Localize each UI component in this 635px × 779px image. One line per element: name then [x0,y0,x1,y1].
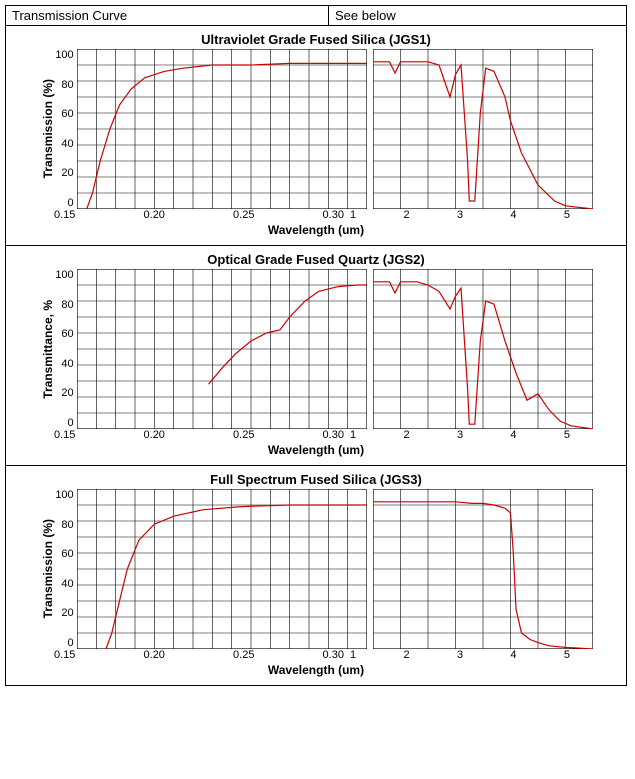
chart-title: Full Spectrum Fused Silica (JGS3) [10,472,622,487]
x-ticks-row: 0.150.200.250.30 12345 [10,649,622,661]
header-left: Transmission Curve [6,6,329,25]
y-axis-label: Transmittance, % [39,300,55,399]
left-plot [77,49,367,209]
y-axis-label: Transmission (%) [39,519,55,618]
x-ticks-left: 0.150.200.250.30 [54,429,344,441]
left-plot [77,489,367,649]
chart-block-0: Ultraviolet Grade Fused Silica (JGS1) Tra… [6,26,626,246]
y-ticks: 100806040200 [55,49,76,209]
x-ticks-right: 12345 [350,429,570,441]
y-axis-label: Transmission (%) [39,79,55,178]
x-axis-label: Wavelength (um) [10,223,622,237]
chart-block-1: Optical Grade Fused Quartz (JGS2) Transmi… [6,246,626,466]
figure-container: Transmission Curve See below Ultraviolet… [5,5,627,686]
header-row: Transmission Curve See below [6,6,626,26]
x-ticks-row: 0.150.200.250.30 12345 [10,429,622,441]
right-plot [373,49,593,209]
chart-title: Optical Grade Fused Quartz (JGS2) [10,252,622,267]
x-ticks-right: 12345 [350,209,570,221]
chart-row: Transmission (%)100806040200 [10,49,622,209]
x-ticks-row: 0.150.200.250.30 12345 [10,209,622,221]
plot-pair [77,489,593,649]
right-plot [373,489,593,649]
x-ticks-left: 0.150.200.250.30 [54,209,344,221]
plot-pair [77,49,593,209]
header-right: See below [329,6,402,25]
x-ticks-left: 0.150.200.250.30 [54,649,344,661]
y-ticks: 100806040200 [55,269,76,429]
chart-block-2: Full Spectrum Fused Silica (JGS3) Transmi… [6,466,626,685]
x-axis-label: Wavelength (um) [10,443,622,457]
x-axis-label: Wavelength (um) [10,663,622,677]
plot-pair [77,269,593,429]
right-plot [373,269,593,429]
charts-host: Ultraviolet Grade Fused Silica (JGS1) Tra… [6,26,626,685]
left-plot [77,269,367,429]
chart-title: Ultraviolet Grade Fused Silica (JGS1) [10,32,622,47]
x-ticks-right: 12345 [350,649,570,661]
chart-row: Transmission (%)100806040200 [10,489,622,649]
chart-row: Transmittance, %100806040200 [10,269,622,429]
y-ticks: 100806040200 [55,489,76,649]
